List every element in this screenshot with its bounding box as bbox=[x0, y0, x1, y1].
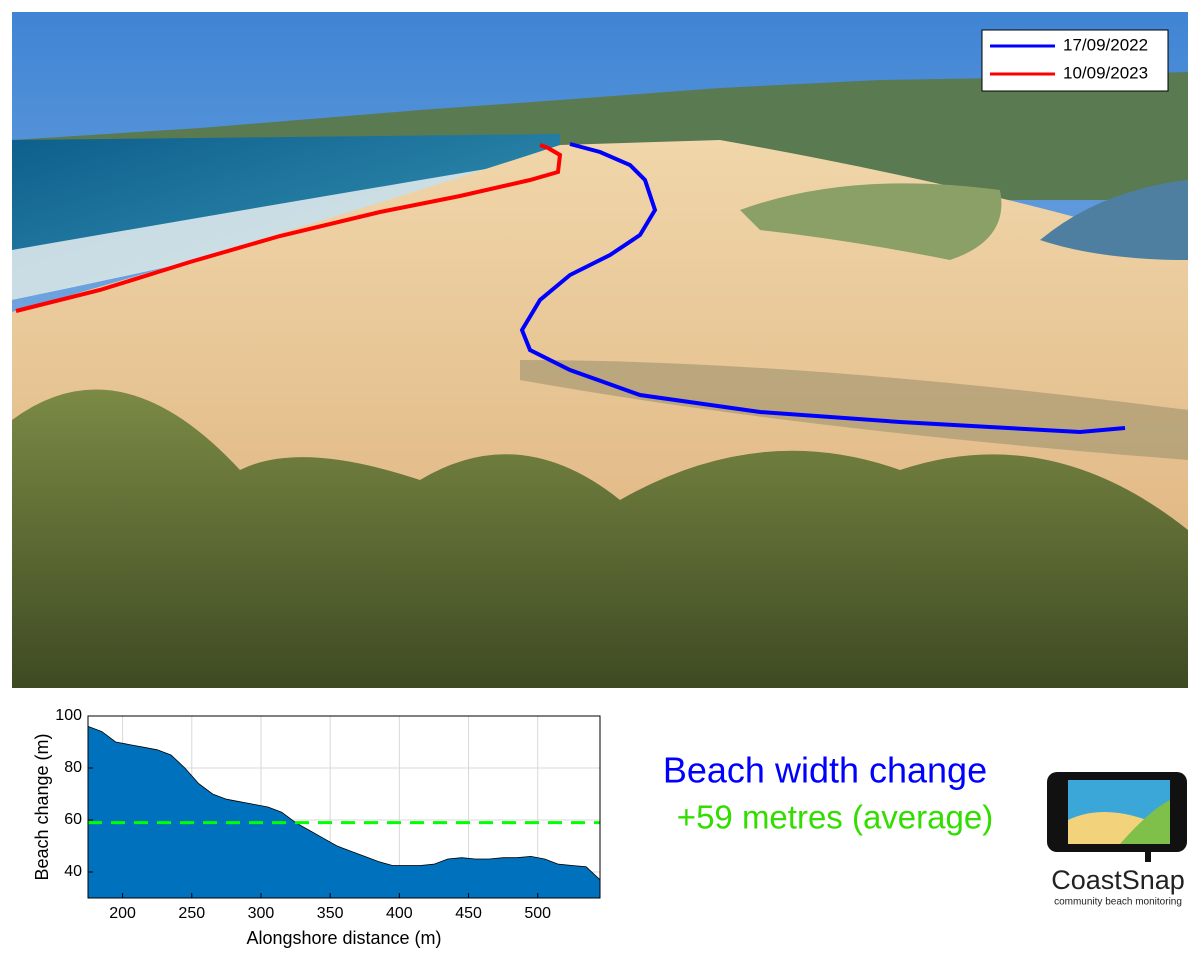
vegetation bbox=[12, 389, 1188, 688]
dune bbox=[740, 183, 1002, 260]
x-tick-label: 200 bbox=[109, 905, 136, 922]
summary-title: Beach width change bbox=[663, 750, 987, 791]
logo-name: CoastSnap bbox=[1051, 865, 1185, 895]
photo: 17/09/2022 10/09/2023 bbox=[12, 12, 1188, 688]
legend-label: 17/09/2022 bbox=[1063, 35, 1148, 54]
plot-frame bbox=[87, 715, 601, 899]
summary-change: +59 metres (average) bbox=[677, 799, 993, 836]
logo-stand bbox=[1145, 852, 1151, 862]
shoreline-2022 bbox=[519, 142, 1126, 435]
photo-legend: 17/09/2022 10/09/2023 bbox=[981, 29, 1169, 92]
logo: CoastSnap community beach monitoring bbox=[1047, 772, 1187, 908]
y-axis-label: Beach change (m) bbox=[32, 733, 52, 880]
x-axis-label: Alongshore distance (m) bbox=[246, 928, 441, 948]
area bbox=[87, 725, 601, 899]
logo-tagline: community beach monitoring bbox=[1054, 897, 1182, 908]
creek bbox=[520, 360, 1188, 460]
x-tick-label: 400 bbox=[386, 905, 413, 922]
logo-land bbox=[1120, 800, 1170, 844]
y-tick-label: 40 bbox=[64, 863, 82, 880]
shoreline-2023 bbox=[15, 143, 563, 313]
x-tick-label: 500 bbox=[524, 905, 551, 922]
y-tick-label: 100 bbox=[55, 707, 82, 724]
y-tick-label: 60 bbox=[64, 811, 82, 828]
lagoon bbox=[1040, 180, 1188, 260]
x-tick-label: 450 bbox=[455, 905, 482, 922]
legend-box bbox=[981, 29, 1169, 92]
x-tick-label: 250 bbox=[178, 905, 205, 922]
area-chart: 200 250 300 350 400 450 500 40 60 80 100 Alongshore… bbox=[32, 707, 601, 948]
x-tick-label: 300 bbox=[248, 905, 275, 922]
x-tick-label: 350 bbox=[317, 905, 344, 922]
legend-label: 10/09/2023 bbox=[1063, 63, 1148, 82]
y-tick-label: 80 bbox=[64, 759, 82, 776]
